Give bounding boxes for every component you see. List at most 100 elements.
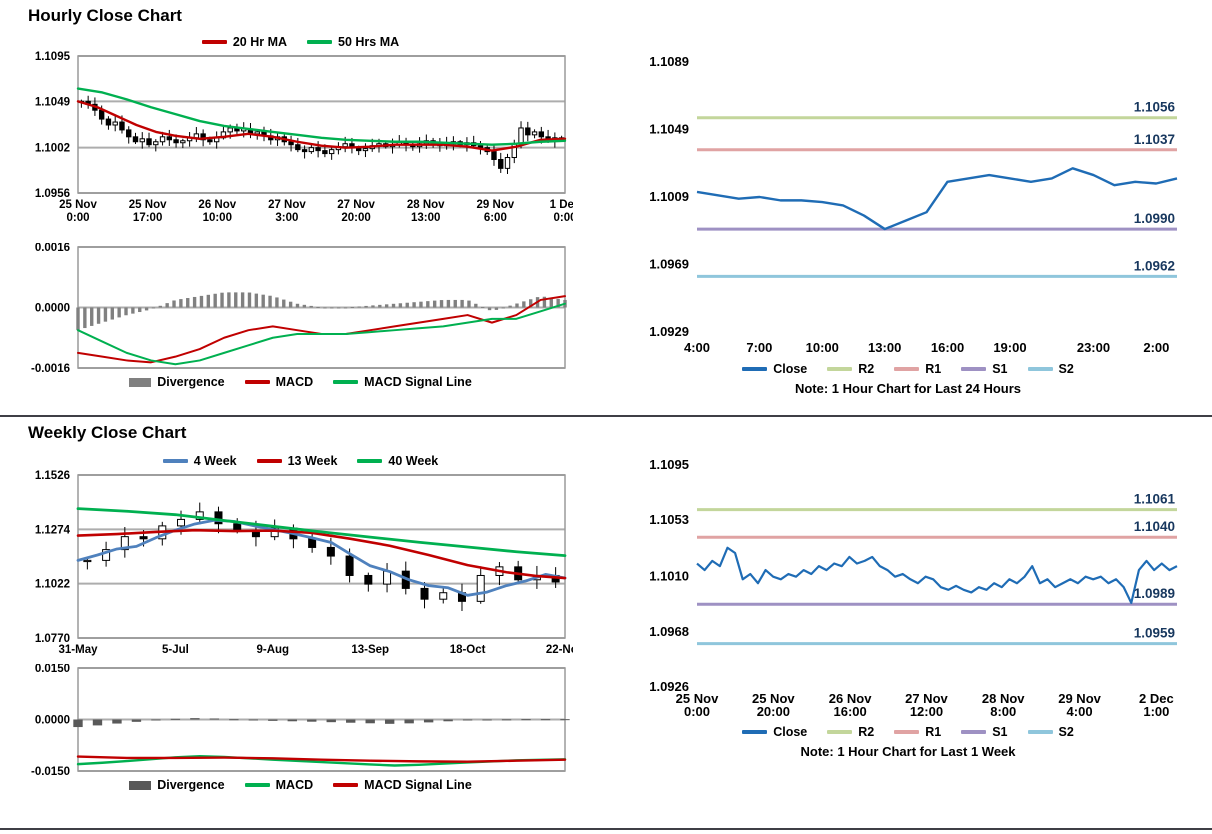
weekly-sr-note: Note: 1 Hour Chart for Last 1 Week (800, 744, 1016, 759)
bottom-divider (0, 828, 1212, 830)
svg-text:1.1049: 1.1049 (649, 122, 689, 137)
svg-text:0.0016: 0.0016 (35, 243, 70, 254)
legend-item-50-hrs-ma: 50 Hrs MA (307, 35, 399, 49)
legend-label: R1 (925, 362, 942, 376)
sr-value-label-r1: 1.1037 (1134, 132, 1175, 147)
svg-text:0.0000: 0.0000 (35, 715, 70, 727)
bar-swatch-icon (129, 377, 152, 387)
weekly-support-resistance-chart: 1.1095 1.1053 1.1010 1.0968 1.0926 25 Nov 0:00… (633, 455, 1183, 759)
svg-text:25 Nov: 25 Nov (752, 691, 795, 706)
sr-value-label-s1: 1.0990 (1134, 211, 1175, 226)
line-swatch-icon (201, 40, 227, 44)
section-divider (0, 415, 1212, 417)
legend-label: S1 (992, 725, 1008, 739)
legend-item-r1: R1 (894, 725, 941, 739)
weekly-macd-plot: 0.0150 0.0000 -0.0150 (31, 664, 570, 776)
legend-label: Divergence (157, 778, 225, 792)
line-swatch-icon (256, 459, 282, 463)
legend-item-macd: MACD (244, 778, 314, 792)
legend-label: R1 (925, 725, 942, 739)
hourly-price-legend: 20 Hr MA 50 Hrs MA (192, 35, 409, 49)
legend-item-r2: R2 (827, 725, 874, 739)
legend-item-13-week: 13 Week (256, 454, 337, 468)
svg-text:1.0770: 1.0770 (35, 633, 70, 645)
svg-text:27 Nov: 27 Nov (337, 199, 375, 211)
svg-text:31-May: 31-May (59, 644, 99, 656)
legend-label: MACD (275, 778, 314, 792)
legend-label: MACD Signal Line (364, 375, 472, 389)
legend-label: Divergence (157, 375, 225, 389)
svg-text:25 Nov: 25 Nov (129, 199, 167, 211)
hourly-macd-plot: 0.0016 0.0000 -0.0016 (31, 243, 567, 373)
svg-text:1.0929: 1.0929 (649, 324, 689, 339)
svg-text:26 Nov: 26 Nov (198, 199, 236, 211)
svg-text:1.1049: 1.1049 (35, 96, 70, 108)
legend-item-divergence: Divergence (129, 375, 225, 389)
legend-item-4-week: 4 Week (162, 454, 237, 468)
svg-text:1.1095: 1.1095 (649, 457, 689, 472)
svg-text:0:00: 0:00 (553, 212, 573, 224)
svg-text:1.1095: 1.1095 (35, 51, 71, 63)
svg-text:1.1053: 1.1053 (649, 512, 689, 527)
line-swatch-icon (162, 459, 188, 463)
line-swatch-icon (894, 367, 920, 371)
legend-label: Close (773, 362, 808, 376)
svg-text:3:00: 3:00 (275, 212, 298, 224)
hourly-section-title: Hourly Close Chart (28, 6, 182, 25)
svg-text:20:00: 20:00 (757, 704, 790, 719)
svg-text:8:00: 8:00 (990, 704, 1016, 719)
svg-text:22-Nov: 22-Nov (546, 644, 573, 656)
legend-label: S2 (1058, 362, 1074, 376)
legend-label: 20 Hr MA (232, 35, 288, 49)
svg-text:27 Nov: 27 Nov (905, 691, 948, 706)
legend-label: MACD (275, 375, 314, 389)
legend-item-s2: S2 (1027, 362, 1074, 376)
legend-label: S1 (992, 362, 1008, 376)
hourly-sr-legend: Close R2 R1 S1 S2 (732, 362, 1084, 376)
svg-text:1 Dec: 1 Dec (550, 199, 573, 211)
svg-text:13-Sep: 13-Sep (351, 644, 389, 656)
svg-text:2 Dec: 2 Dec (1139, 691, 1174, 706)
line-swatch-icon (1027, 367, 1053, 371)
svg-text:28 Nov: 28 Nov (982, 691, 1025, 706)
legend-label: R2 (858, 362, 875, 376)
svg-text:18-Oct: 18-Oct (450, 644, 486, 656)
line-swatch-icon (333, 380, 359, 384)
svg-text:17:00: 17:00 (133, 212, 162, 224)
line-swatch-icon (742, 730, 768, 734)
legend-item-macd-signal-line: MACD Signal Line (333, 375, 472, 389)
svg-text:7:00: 7:00 (746, 340, 772, 355)
sr-value-label-r2: 1.1061 (1134, 492, 1176, 507)
svg-text:16:00: 16:00 (833, 704, 866, 719)
sr-value-label-r1: 1.1040 (1134, 519, 1175, 534)
svg-text:1.0969: 1.0969 (649, 257, 689, 272)
sr-value-label-s2: 1.0962 (1134, 258, 1175, 273)
weekly-section-title: Weekly Close Chart (28, 423, 187, 442)
legend-label: Close (773, 725, 808, 739)
svg-text:19:00: 19:00 (993, 340, 1026, 355)
legend-item-40-week: 40 Week (357, 454, 438, 468)
sr-value-label-s2: 1.0959 (1134, 626, 1175, 641)
legend-item-macd: MACD (244, 375, 314, 389)
svg-text:28 Nov: 28 Nov (407, 199, 445, 211)
line-swatch-icon (742, 367, 768, 371)
weekly-sr-legend: Close R2 R1 S1 S2 (732, 725, 1084, 739)
svg-text:10:00: 10:00 (806, 340, 839, 355)
svg-text:1:00: 1:00 (1143, 704, 1169, 719)
svg-text:4:00: 4:00 (684, 340, 710, 355)
line-swatch-icon (307, 40, 333, 44)
svg-text:0:00: 0:00 (684, 704, 710, 719)
svg-text:1.0968: 1.0968 (649, 624, 689, 639)
hourly-macd-chart: 0.0016 0.0000 -0.0016 Divergence MACD MACD Si… (28, 243, 573, 391)
svg-text:6:00: 6:00 (484, 212, 507, 224)
svg-text:-0.0150: -0.0150 (31, 766, 70, 776)
svg-text:26 Nov: 26 Nov (829, 691, 872, 706)
sr-value-label-r2: 1.1056 (1134, 100, 1176, 115)
svg-text:1.1274: 1.1274 (35, 524, 71, 536)
line-swatch-icon (894, 730, 920, 734)
line-swatch-icon (961, 367, 987, 371)
hourly-macd-legend: Divergence MACD MACD Signal Line (119, 375, 482, 389)
